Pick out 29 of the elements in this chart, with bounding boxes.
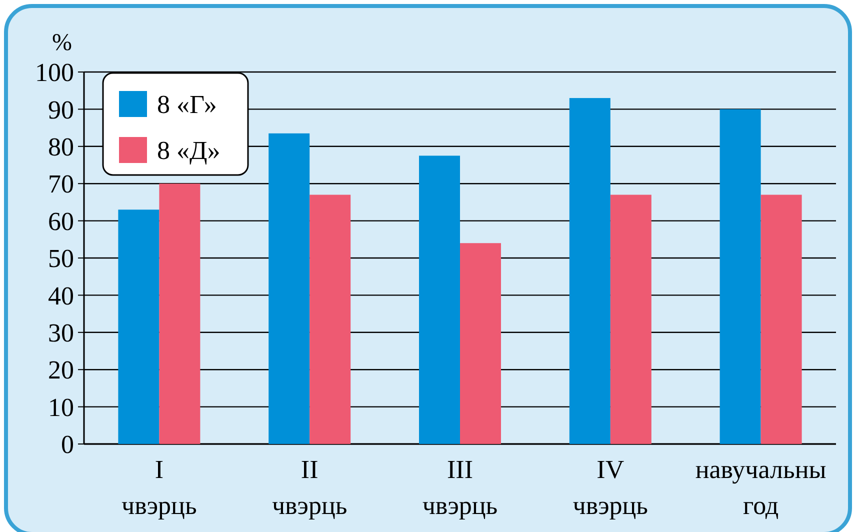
legend-label: 8 «Д» xyxy=(157,136,220,166)
y-tick-label: 80 xyxy=(48,132,74,162)
y-axis-title: % xyxy=(52,30,72,56)
bar xyxy=(460,243,501,444)
bar xyxy=(310,194,351,444)
y-tick-label: 40 xyxy=(48,281,74,310)
y-tick-label: 30 xyxy=(48,318,74,348)
bar xyxy=(419,156,460,444)
y-tick-label: 20 xyxy=(48,356,74,385)
x-tick-label: IV чвэрць xyxy=(572,455,648,520)
bar xyxy=(118,210,160,444)
y-tick-label: 50 xyxy=(48,244,74,274)
legend-label: 8 «Г» xyxy=(157,90,217,120)
bar xyxy=(159,184,200,444)
bar xyxy=(268,133,310,444)
y-tick-label: 70 xyxy=(48,170,74,199)
x-tick-label: II чвэрць xyxy=(272,455,348,520)
bar xyxy=(760,194,802,444)
y-tick-label: 10 xyxy=(48,392,74,422)
y-tick-label: 0 xyxy=(61,430,74,460)
y-tick-label: 90 xyxy=(48,95,74,124)
y-tick-label: 100 xyxy=(35,58,74,88)
x-tick-label: I чвэрць xyxy=(122,455,197,520)
bar xyxy=(720,109,761,444)
bar xyxy=(569,98,610,444)
y-tick-label: 60 xyxy=(48,206,74,236)
x-tick-label: III чвэрць xyxy=(422,455,498,520)
x-tick-label: навучальны год xyxy=(695,455,826,520)
bar xyxy=(610,194,652,444)
